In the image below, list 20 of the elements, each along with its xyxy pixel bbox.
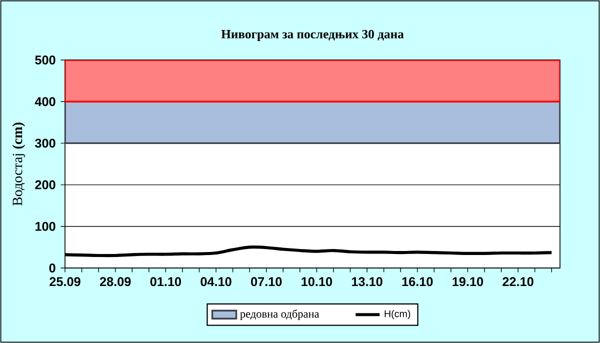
y-tick-label: 400 — [34, 97, 56, 106]
y-axis-title: Водостај (cm) — [12, 122, 26, 206]
legend-label: H(cm) — [384, 310, 410, 320]
legend-label: редовна одбрана — [240, 310, 320, 320]
x-tick-label: 25.09 — [50, 277, 80, 286]
chart-title: Нивограм за последњих 30 дана — [221, 30, 404, 41]
x-tick-label: 10.10 — [302, 277, 332, 286]
y-tick-label: 200 — [35, 180, 56, 190]
y-tick-label: 0 — [49, 264, 56, 272]
x-tick-label: 01.10 — [150, 277, 181, 286]
x-tick-label: 07.10 — [251, 277, 282, 286]
x-tick-label: 16.10 — [402, 277, 433, 286]
x-tick-label: 19.10 — [452, 277, 484, 286]
x-tick-label: 22.10 — [502, 277, 534, 286]
y-tick-label: 300 — [35, 138, 56, 148]
x-tick-label: 28.09 — [100, 277, 131, 286]
y-tick-label: 500 — [35, 56, 56, 64]
x-tick-label: 04.10 — [200, 277, 232, 286]
x-tick-label: 13.10 — [352, 277, 382, 286]
y-tick-label: 100 — [36, 222, 56, 231]
